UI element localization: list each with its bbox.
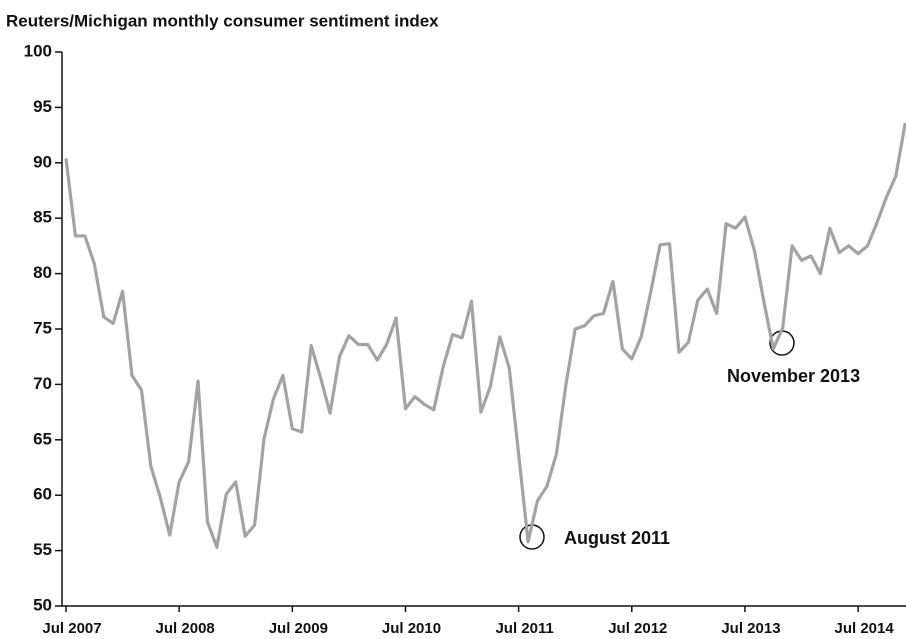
x-tick-label: Jul 2011 xyxy=(495,620,553,637)
y-tick-label: 85 xyxy=(33,208,52,227)
annotation: August 2011 xyxy=(564,528,670,548)
chart-title: Reuters/Michigan monthly consumer sentim… xyxy=(6,11,439,30)
x-tick-label: Jul 2009 xyxy=(269,620,328,637)
x-tick-label: Jul 2014 xyxy=(835,620,895,637)
x-tick-label: Jul 2012 xyxy=(608,620,667,637)
x-tick-label: Jul 2010 xyxy=(382,620,441,637)
x-tick-label: Jul 2007 xyxy=(42,620,101,637)
x-tick-label: Jul 2008 xyxy=(156,620,215,637)
y-tick-label: 80 xyxy=(33,263,52,282)
y-tick-label: 70 xyxy=(33,374,52,393)
x-tick-label: Jul 2013 xyxy=(721,620,780,637)
y-tick-label: 60 xyxy=(33,485,52,504)
y-tick-label: 75 xyxy=(33,318,52,337)
y-tick-label: 50 xyxy=(33,595,52,614)
y-tick-label: 95 xyxy=(33,97,52,116)
y-tick-label: 55 xyxy=(33,540,52,559)
series-line xyxy=(64,122,906,549)
y-tick-label: 65 xyxy=(33,429,52,448)
y-tick-label: 90 xyxy=(33,152,52,171)
annotation: November 2013 xyxy=(727,366,860,386)
y-tick-label: 100 xyxy=(24,41,52,60)
